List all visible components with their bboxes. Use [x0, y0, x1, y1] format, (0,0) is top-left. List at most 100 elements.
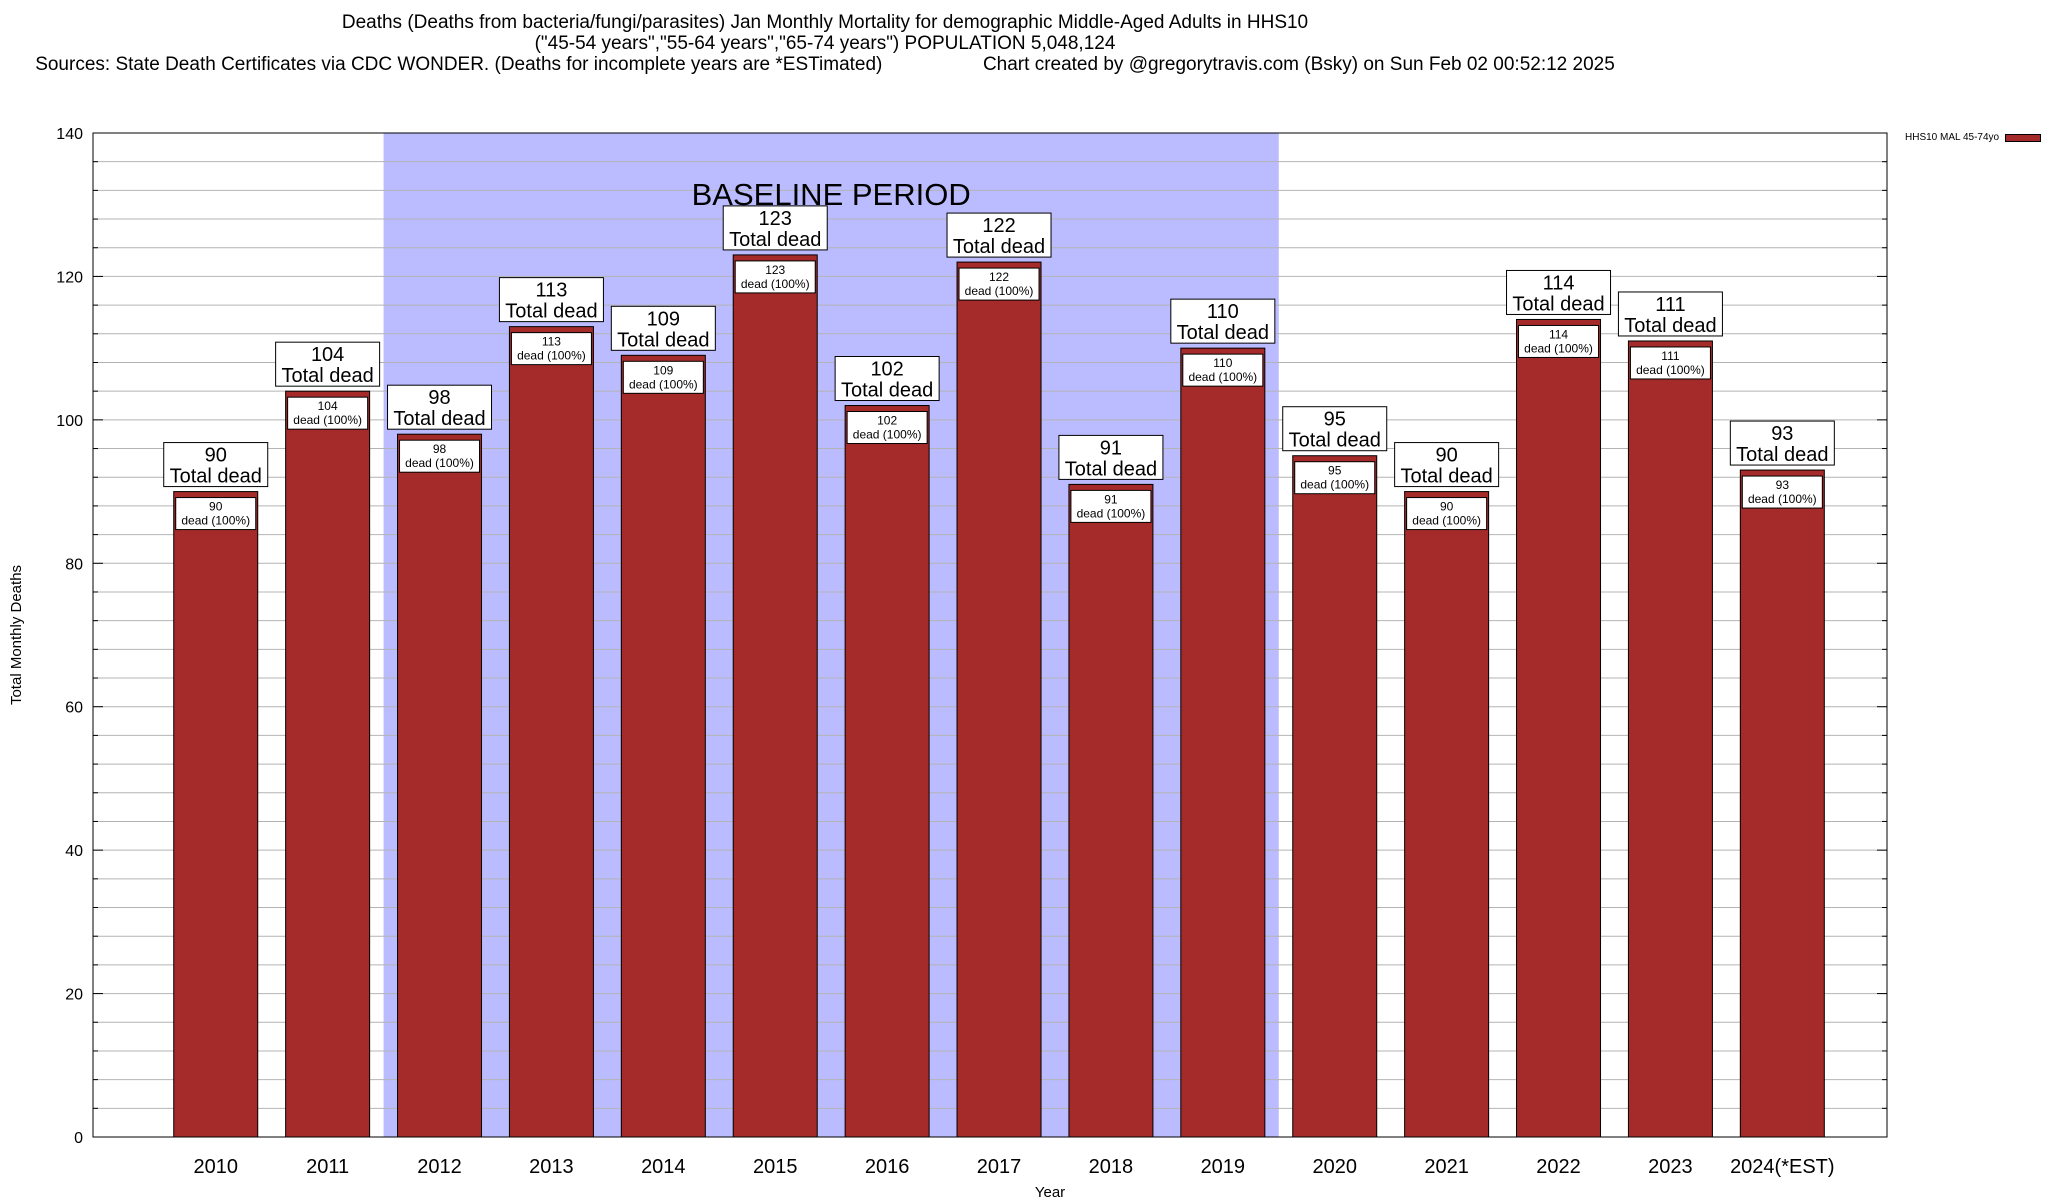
- bar: [285, 390, 371, 1138]
- bar-inner-value: 111: [1661, 349, 1680, 363]
- bar-inner-percent: dead (100%): [965, 284, 1034, 298]
- bar-top-total-label: Total dead: [1289, 430, 1381, 452]
- bar-top-label-box: [946, 212, 1052, 258]
- bar-top-value: 122: [982, 215, 1015, 237]
- bar-inner-label-box: [1070, 489, 1152, 523]
- bar-inner-label-box: [287, 396, 369, 430]
- x-tick-label: 2024(*EST): [1730, 1156, 1835, 1178]
- bar-top-value: 93: [1771, 423, 1793, 445]
- x-tick-label: 2022: [1536, 1156, 1581, 1178]
- y-tick-label: 20: [65, 987, 83, 1004]
- bar-inner-label-box: [1629, 346, 1711, 380]
- bar-inner-value: 110: [1213, 356, 1232, 370]
- bar-inner-percent: dead (100%): [1524, 341, 1593, 355]
- bar: [1180, 347, 1266, 1138]
- bar-top-value: 110: [1207, 301, 1239, 323]
- x-tick-label: 2013: [529, 1156, 574, 1178]
- bar-inner-label-box: [1294, 461, 1376, 495]
- title-line-2: ("45-54 years","55-64 years","65-74 year…: [534, 33, 1116, 54]
- bar-top-value: 90: [205, 445, 227, 467]
- credit-text: Chart created by @gregorytravis.com (Bsk…: [982, 54, 1615, 75]
- bar-inner-value: 113: [542, 335, 561, 349]
- bar-top-total-label: Total dead: [1177, 322, 1269, 344]
- x-tick-label: 2018: [1089, 1156, 1134, 1178]
- y-tick-label: 40: [65, 843, 83, 860]
- bar-inner-label-box: [1406, 497, 1488, 531]
- x-tick-label: 2015: [753, 1156, 798, 1178]
- bar-top-value: 109: [647, 308, 680, 330]
- bar-top-value: 114: [1543, 272, 1575, 294]
- bar-inner-label-box: [399, 439, 481, 473]
- bar-inner-value: 102: [877, 414, 897, 428]
- y-tick-label: 120: [56, 269, 83, 286]
- bar-top-value: 111: [1655, 294, 1685, 316]
- y-tick-label: 80: [65, 556, 83, 573]
- bar-top-label-box: [610, 305, 716, 351]
- bar-inner-percent: dead (100%): [181, 514, 250, 528]
- x-tick-label: 2019: [1201, 1156, 1246, 1178]
- bar: [956, 261, 1042, 1138]
- bar-inner-value: 114: [1549, 327, 1568, 341]
- bar: [508, 326, 594, 1138]
- legend: HHS10 MAL 45-74yo: [1905, 132, 2042, 143]
- bar-inner-value: 123: [765, 263, 785, 277]
- bar-inner-label-box: [510, 332, 592, 366]
- x-tick-label: 2021: [1424, 1156, 1469, 1178]
- bar-top-label-box: [498, 277, 604, 323]
- x-tick-label: 2016: [865, 1156, 910, 1178]
- bar: [173, 491, 259, 1138]
- legend-label: HHS10 MAL 45-74yo: [1905, 132, 2000, 143]
- bar-top-label-box: [1170, 298, 1276, 344]
- bar-inner-percent: dead (100%): [1188, 370, 1257, 384]
- bar-top-label-box: [834, 356, 940, 402]
- y-tick-label: 0: [74, 1130, 83, 1147]
- x-tick-label: 2010: [193, 1156, 238, 1178]
- bar-top-label-box: [1617, 291, 1723, 337]
- bar-top-value: 104: [311, 344, 344, 366]
- chart-title: Deaths (Deaths from bacteria/fungi/paras…: [0, 12, 1650, 75]
- bar-inner-percent: dead (100%): [629, 377, 698, 391]
- bar-inner-label-box: [734, 260, 816, 294]
- bar: [1516, 318, 1602, 1138]
- bar-inner-value: 104: [318, 399, 338, 413]
- bar-top-total-label: Total dead: [281, 365, 373, 387]
- bar-top-label-box: [387, 384, 493, 430]
- title-line-3: Sources: State Death Certificates via CD…: [0, 54, 1650, 75]
- bar-top-total-label: Total dead: [1400, 466, 1492, 488]
- bar-inner-value: 109: [653, 363, 673, 377]
- bar-top-label-box: [1282, 406, 1388, 452]
- legend-swatch: [2005, 133, 2042, 142]
- y-tick-label: 100: [56, 413, 83, 430]
- bar-inner-percent: dead (100%): [853, 428, 922, 442]
- bar-inner-label-box: [1182, 353, 1264, 387]
- bar-top-total-label: Total dead: [1065, 458, 1157, 480]
- bar-inner-percent: dead (100%): [1636, 363, 1705, 377]
- bar-inner-percent: dead (100%): [405, 456, 474, 470]
- bar-inner-label-box: [958, 267, 1040, 301]
- bar-top-label-box: [163, 442, 269, 488]
- bar-top-label-box: [1394, 442, 1500, 488]
- bar-inner-value: 90: [1440, 500, 1454, 514]
- x-tick-label: 2020: [1312, 1156, 1357, 1178]
- x-tick-label: 2017: [977, 1156, 1022, 1178]
- x-tick-label: 2023: [1648, 1156, 1693, 1178]
- bar-top-label-box: [1506, 269, 1612, 315]
- bar-top-label-box: [1729, 420, 1835, 466]
- bar-inner-value: 122: [989, 270, 1009, 284]
- bar-inner-percent: dead (100%): [741, 277, 810, 291]
- title-line-1: Deaths (Deaths from bacteria/fungi/paras…: [341, 12, 1309, 33]
- bar-top-total-label: Total dead: [1624, 315, 1716, 337]
- bar: [1404, 491, 1490, 1138]
- bar-inner-percent: dead (100%): [517, 349, 586, 363]
- bar-top-total-label: Total dead: [505, 301, 597, 323]
- bar-top-total-label: Total dead: [393, 408, 485, 430]
- bar: [397, 433, 483, 1138]
- bar-inner-percent: dead (100%): [1748, 492, 1817, 506]
- bar-inner-percent: dead (100%): [1300, 478, 1369, 492]
- bar-inner-value: 95: [1328, 464, 1342, 478]
- bar-inner-label-box: [1518, 324, 1600, 358]
- y-tick-label: 60: [65, 700, 83, 717]
- bar-inner-percent: dead (100%): [1077, 506, 1146, 520]
- bar-inner-label-box: [175, 497, 257, 531]
- bar-top-total-label: Total dead: [729, 229, 821, 251]
